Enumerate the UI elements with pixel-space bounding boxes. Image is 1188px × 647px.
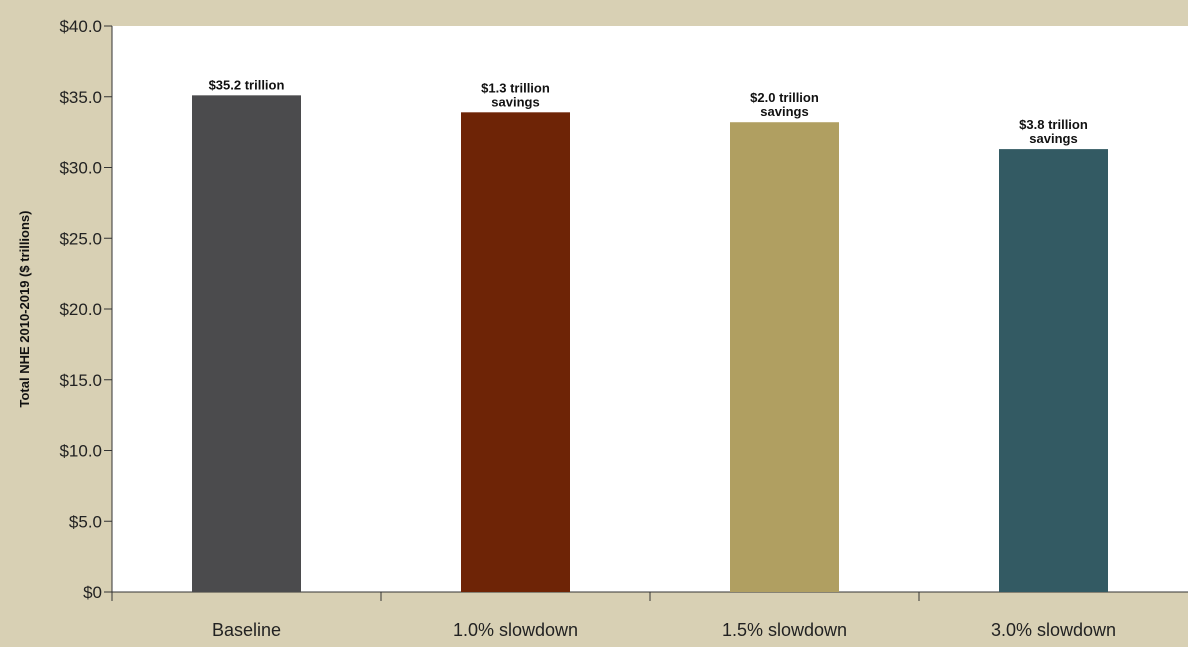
bar-data-label: $1.3 trillion (481, 80, 550, 95)
bar-data-label: savings (491, 94, 539, 109)
bar-data-label: savings (760, 104, 808, 119)
y-axis: $0 $5.0 $10.0 $15.0 $20.0 $25.0 $30.0 $35.0 $40.… (59, 17, 113, 602)
bar-data-label: $2.0 trillion (750, 90, 819, 105)
bars (192, 95, 1108, 593)
x-tick-label: 3.0% slowdown (991, 620, 1116, 640)
bar-data-label: $35.2 trillion (209, 77, 285, 92)
y-tick-label: $25.0 (59, 229, 102, 248)
x-tick-label: 1.0% slowdown (453, 620, 578, 640)
y-tick-label: $35.0 (59, 88, 102, 107)
y-tick-label: $20.0 (59, 300, 102, 319)
y-tick-label: $30.0 (59, 159, 102, 178)
x-axis: Baseline 1.0% slowdown 1.5% slowdown 3.0% s… (111, 591, 1188, 640)
y-tick-label: $40.0 (59, 17, 102, 36)
bar-data-label: savings (1029, 131, 1077, 146)
x-tick-label: 1.5% slowdown (722, 620, 847, 640)
bar (999, 149, 1108, 593)
y-axis-title: Total NHE 2010-2019 ($ trillions) (17, 211, 32, 408)
bar (192, 95, 301, 593)
bar-data-label: $3.8 trillion (1019, 117, 1088, 132)
y-tick-label: $15.0 (59, 371, 102, 390)
y-tick-label: $10.0 (59, 442, 102, 461)
bar (461, 112, 570, 592)
x-tick-label: Baseline (212, 620, 281, 640)
y-tick-label: $0 (83, 583, 102, 602)
y-tick-label: $5.0 (69, 512, 102, 531)
bar (730, 122, 839, 592)
